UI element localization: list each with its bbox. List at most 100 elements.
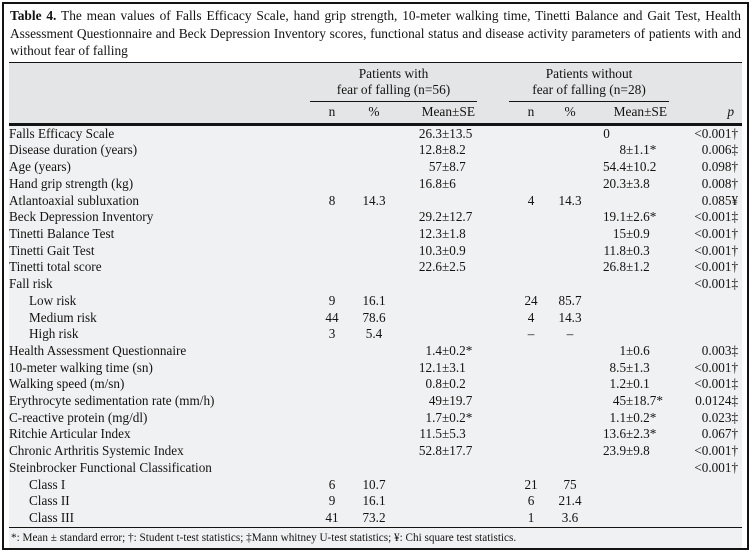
group-header-with-fear: Patients with fear of falling (n=56) [310, 61, 478, 102]
p-value: 0.0124‡ [669, 393, 743, 410]
p-value: <0.001† [669, 459, 743, 477]
n-value: 1 [509, 509, 554, 527]
mean-value-units: 1.4 [425, 342, 442, 358]
mean-value-units: 16.8 [418, 175, 442, 191]
n-value [509, 159, 554, 176]
row-label: Atlantoaxial subluxation [9, 192, 310, 210]
p-value: 0.023‡ [669, 409, 743, 427]
gap-cell [477, 376, 510, 394]
mean-se-value: 12.1±3.1 [394, 359, 478, 377]
n-value: 9 [310, 493, 354, 510]
gap-cell [477, 242, 510, 260]
mean-se-value [394, 493, 478, 510]
mean-se-value: 1.1±0.2* [587, 409, 670, 427]
row-label: Hand grip strength (kg) [9, 175, 310, 193]
row-label: Falls Efficacy Scale [9, 124, 310, 143]
n-value [310, 226, 354, 243]
mean-value-units: 11.5 [419, 426, 442, 442]
col-header-n: n [509, 101, 554, 126]
table-row: Class I 6 10.7 21 75 [9, 476, 743, 494]
table-row: Age (years) 57±8.7 54.4±10.2 0.098† [9, 159, 743, 176]
mean-se-value: 26.3±13.5 [394, 124, 478, 143]
mean-se-value: 52.8±17.7 [394, 443, 478, 460]
mean-se-value: 11.5±5.3 [394, 426, 478, 444]
percent-value [553, 376, 588, 394]
gap-cell [477, 493, 510, 510]
n-value: 6 [509, 493, 554, 510]
mean-value-units: 1.2 [609, 376, 627, 392]
p-value [669, 493, 743, 510]
mean-value-units: 1 [619, 342, 627, 358]
mean-se-value [587, 476, 670, 494]
gap-cell [477, 342, 510, 360]
mean-se-value [394, 309, 478, 327]
row-label: Walking speed (m/sn) [9, 376, 310, 394]
percent-value: 14.3 [354, 192, 394, 210]
n-value [310, 426, 354, 444]
mean-value-units: 20.3 [602, 175, 627, 191]
mean-value-se: ±2.5 [442, 259, 466, 275]
n-value [310, 175, 354, 193]
n-value [310, 209, 354, 226]
p-value: <0.001† [669, 359, 743, 377]
table-row: Low risk 9 16.1 24 85.7 [9, 292, 743, 310]
mean-se-value: 0 [587, 124, 670, 143]
table-header: Patients with fear of falling (n=56) Pat… [9, 61, 743, 126]
header-spacer [9, 61, 310, 102]
percent-value [354, 443, 394, 460]
p-value: <0.001‡ [669, 276, 743, 293]
percent-value [553, 409, 588, 427]
mean-value-se: ±9.8 [626, 443, 650, 459]
percent-value [354, 342, 394, 360]
row-label: Steinbrocker Functional Classification [9, 459, 310, 477]
row-label: Tinetti total score [9, 259, 310, 277]
n-value: – [509, 326, 554, 343]
gap-cell [477, 159, 510, 176]
mean-se-value: 12.3±1.8 [394, 226, 478, 243]
header-gap [477, 61, 510, 102]
mean-value-units: 12.8 [418, 142, 442, 158]
table-row: Beck Depression Inventory 29.2±12.7 19.1±2… [9, 209, 743, 226]
percent-value [354, 175, 394, 193]
n-value [310, 259, 354, 277]
subheader-row: n % Mean±SE n % Mean±SE p [9, 101, 743, 126]
gap-cell [477, 409, 510, 427]
mean-value-se: ±0.1 [626, 376, 650, 392]
percent-value [553, 124, 588, 143]
col-header-n: n [310, 101, 354, 126]
mean-value-se: ±12.7 [442, 209, 473, 225]
mean-se-value [587, 493, 670, 510]
n-value [509, 242, 554, 260]
n-value: 8 [310, 192, 354, 210]
p-value: 0.067† [669, 426, 743, 444]
mean-value-units: 49 [428, 393, 442, 409]
mean-value-se: ±0.9 [442, 242, 466, 258]
percent-value [553, 259, 588, 277]
table-row: High risk 3 5.4 – – [9, 326, 743, 343]
mean-value-se: ±0.2* [442, 409, 473, 425]
group-label-line2: fear of falling (n=56) [336, 82, 451, 98]
header-spacer [9, 101, 310, 126]
n-value [509, 276, 554, 293]
percent-value [354, 259, 394, 277]
row-label: Class I [9, 476, 310, 494]
p-value: 0.008† [669, 175, 743, 193]
percent-value [354, 276, 394, 293]
percent-value [354, 242, 394, 260]
percent-value [553, 459, 588, 477]
percent-value [354, 426, 394, 444]
mean-value-units: 15 [612, 226, 627, 241]
mean-value-se: ±5.3 [442, 426, 466, 442]
mean-se-value: 54.4±10.2 [587, 159, 670, 176]
n-value [310, 124, 354, 143]
group-label-line1: Patients without [545, 65, 633, 81]
mean-value-units: 54.4 [602, 159, 627, 175]
p-value [669, 309, 743, 327]
mean-se-value: 26.8±1.2 [587, 259, 670, 277]
table-row: Hand grip strength (kg) 16.8±6 20.3±3.8 0.0… [9, 175, 743, 193]
gap-cell [477, 359, 510, 377]
mean-value-se: ±3.1 [442, 359, 466, 375]
mean-se-value [587, 292, 670, 310]
mean-se-value: 49±19.7 [394, 393, 478, 410]
mean-value-se: ±1.2 [626, 259, 650, 275]
